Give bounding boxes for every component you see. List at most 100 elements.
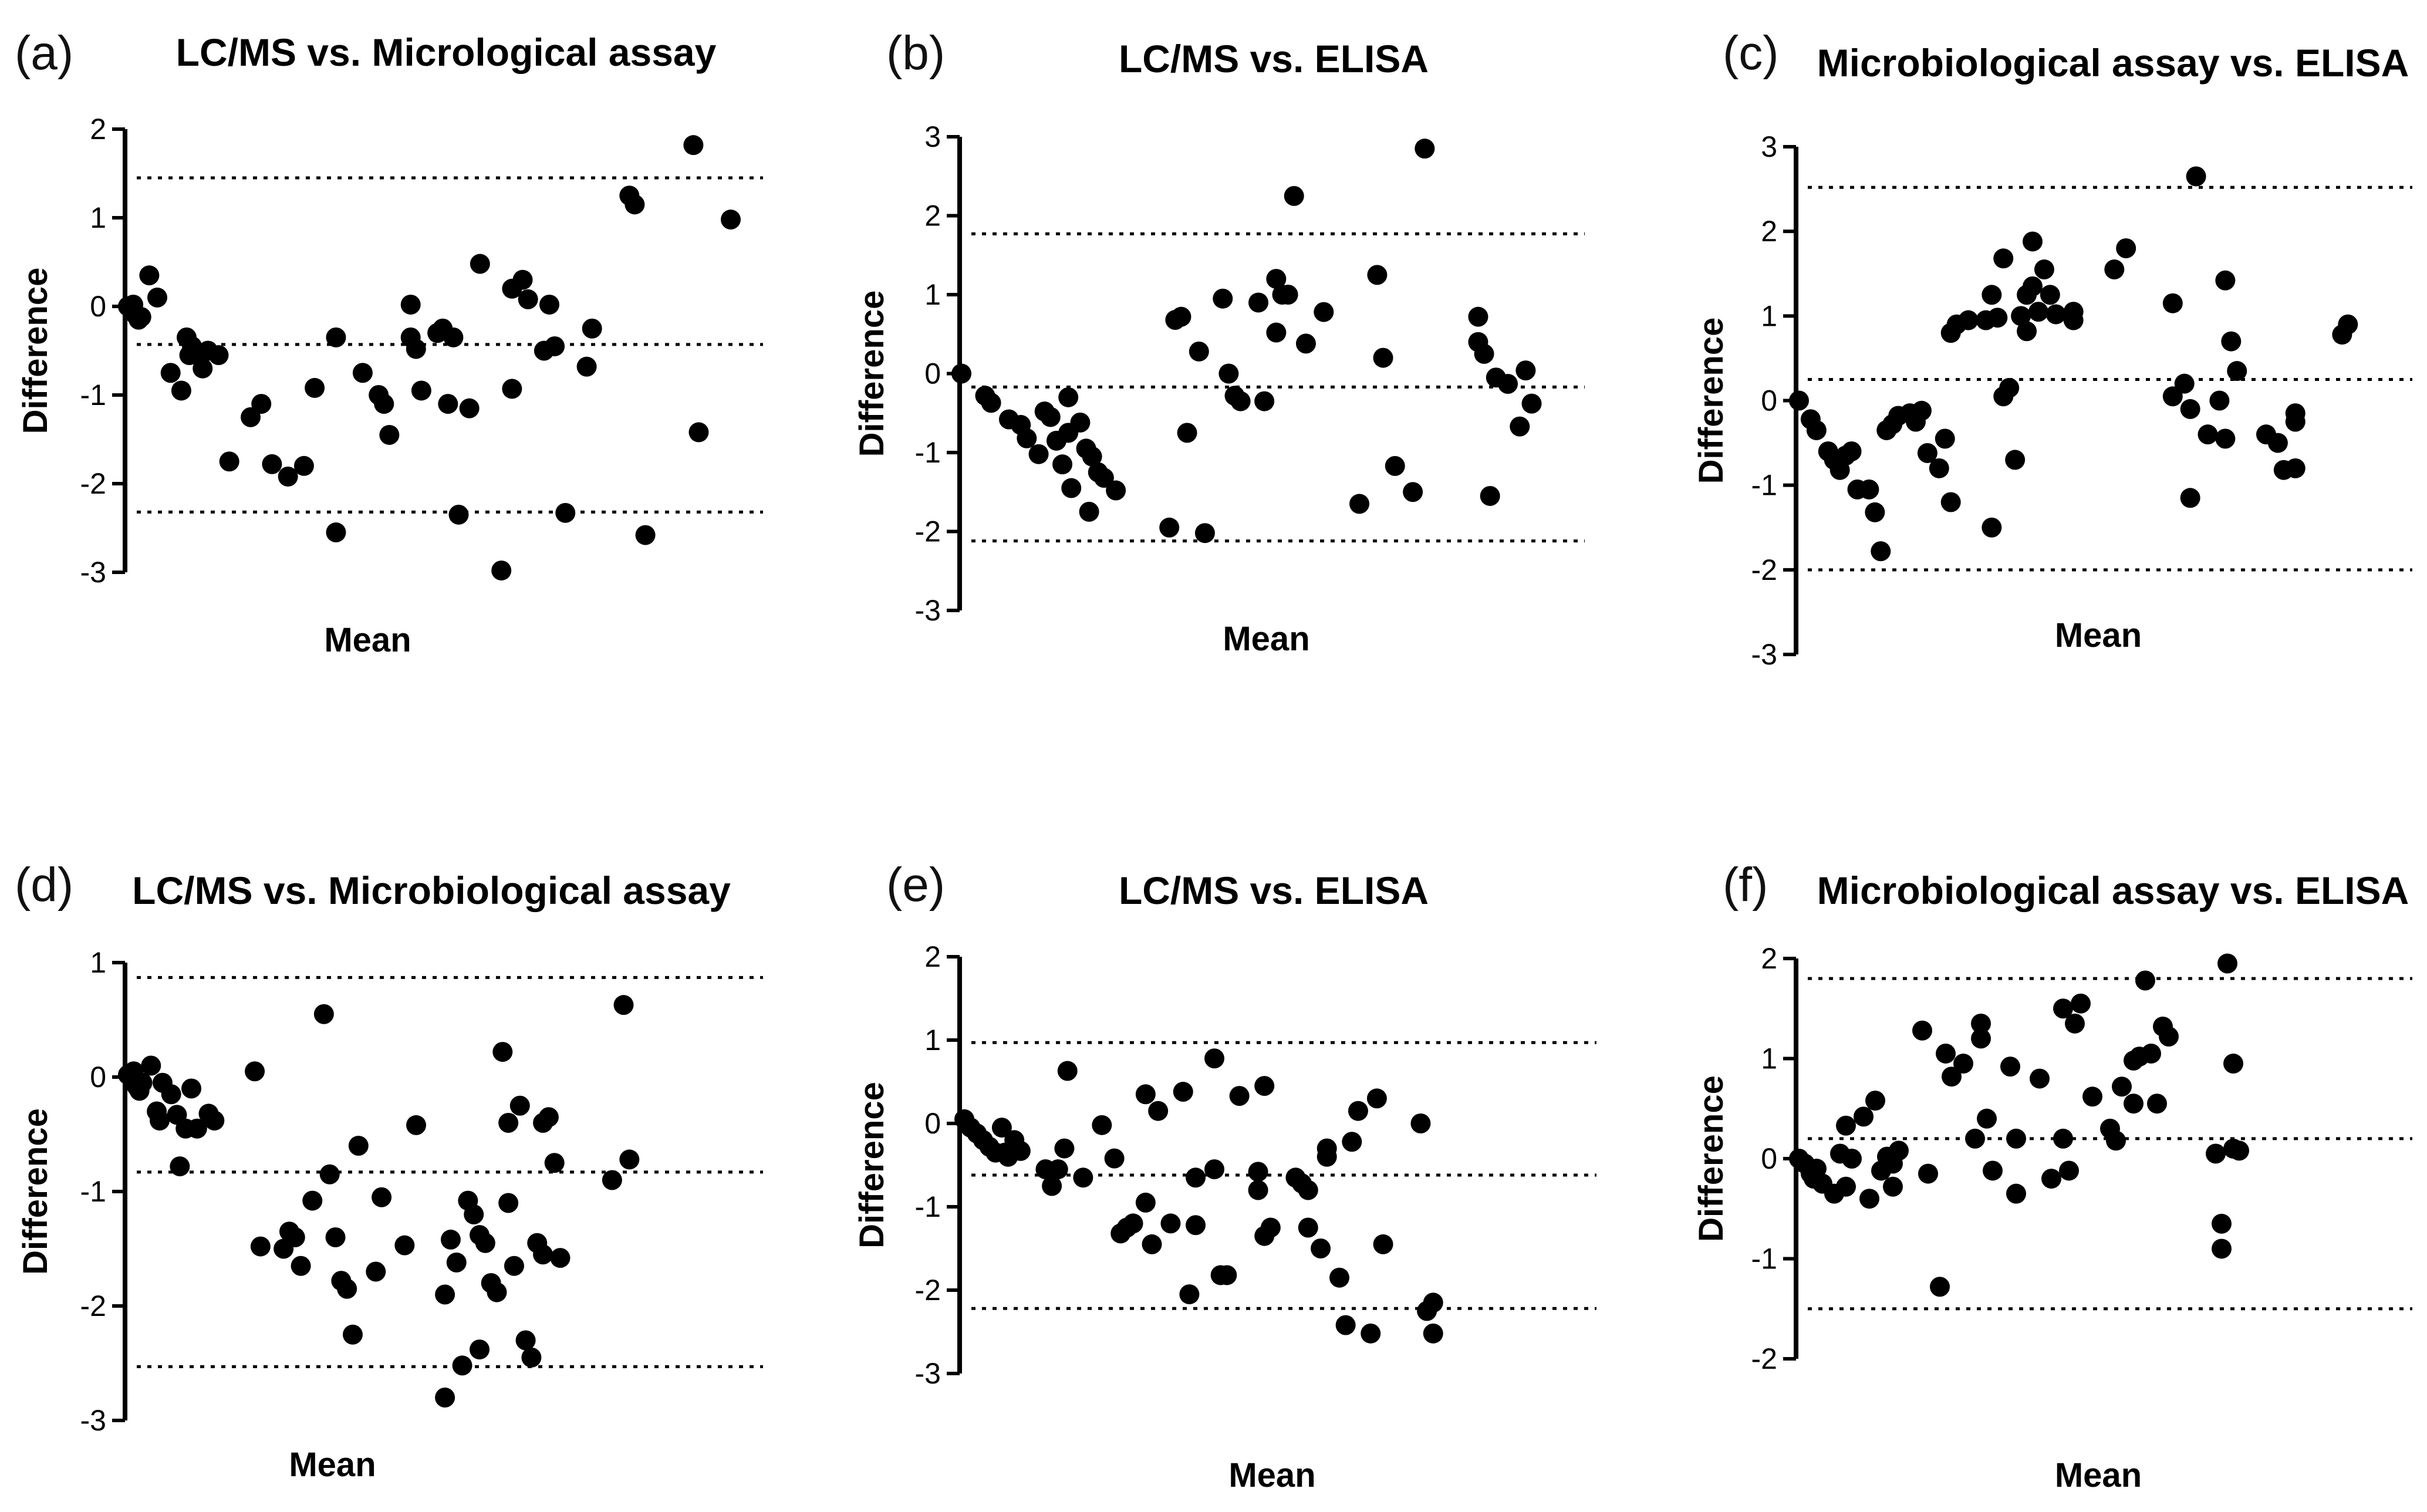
- data-point: [326, 522, 346, 543]
- data-point: [1104, 1148, 1125, 1169]
- panel-1: (a) LC/MS vs. Micrological assay 2 1 0 -1 -2 -3…: [15, 26, 763, 659]
- data-point: [1204, 1159, 1224, 1180]
- data-point: [1070, 412, 1091, 433]
- data-point: [1982, 517, 2002, 538]
- data-point: [1173, 1082, 1193, 1102]
- y-axis-label: Difference: [1692, 1075, 1730, 1242]
- data-point: [446, 1252, 467, 1273]
- data-point: [1807, 1159, 1827, 1179]
- data-point: [411, 380, 431, 401]
- data-point: [1229, 1086, 1250, 1106]
- data-point: [538, 1107, 559, 1128]
- data-point: [1123, 1213, 1143, 1234]
- data-point: [1366, 1088, 1387, 1109]
- data-point: [518, 289, 538, 309]
- data-point: [2023, 276, 2043, 296]
- data-point: [470, 1339, 490, 1360]
- data-point: [245, 1061, 265, 1082]
- panel-3: (c) Microbiological assay vs. ELISA 3 2 1 0 -1…: [1692, 26, 2412, 671]
- data-point: [1314, 302, 1334, 322]
- data-point: [1010, 1140, 1031, 1161]
- data-point: [2030, 1068, 2050, 1089]
- data-point: [1048, 1159, 1068, 1180]
- data-point: [1403, 482, 1423, 502]
- data-point: [533, 1244, 553, 1265]
- y-axis-label: Difference: [853, 291, 891, 457]
- y-tick-label: 0: [924, 357, 941, 390]
- data-point: [262, 454, 282, 474]
- x-axis-label: Mean: [289, 1446, 376, 1484]
- data-point: [1135, 1084, 1156, 1105]
- y-axis-label: Difference: [16, 1108, 55, 1275]
- data-point: [342, 1324, 363, 1345]
- data-point: [1935, 428, 1955, 449]
- data-point: [337, 1278, 357, 1299]
- data-point: [1148, 1101, 1169, 1121]
- data-point: [1057, 1061, 1078, 1081]
- data-point: [1965, 1128, 1985, 1149]
- data-point: [1204, 1048, 1224, 1069]
- data-point: [2212, 1213, 2232, 1234]
- y-tick-label: -1: [1751, 469, 1777, 502]
- data-point: [555, 502, 576, 523]
- data-point: [1073, 1167, 1093, 1188]
- data-point: [2223, 1054, 2243, 1074]
- data-point: [2023, 231, 2043, 252]
- data-point: [1213, 288, 1233, 309]
- data-point: [2285, 458, 2306, 478]
- data-point: [2065, 1013, 2085, 1034]
- data-point: [1230, 391, 1251, 411]
- data-point: [475, 1233, 495, 1253]
- y-tick-label: 0: [924, 1107, 941, 1140]
- data-point: [1854, 1106, 1874, 1127]
- data-point: [305, 377, 325, 398]
- data-point: [1186, 1215, 1206, 1236]
- data-point: [1248, 292, 1268, 313]
- data-point: [452, 1355, 472, 1376]
- data-point: [1410, 1113, 1431, 1133]
- y-tick-label: 2: [924, 940, 941, 973]
- data-point: [2285, 403, 2306, 424]
- data-point: [539, 294, 559, 315]
- data-point: [1040, 407, 1061, 427]
- data-point: [2000, 1057, 2020, 1077]
- data-point: [1958, 310, 1979, 330]
- data-point: [1836, 1176, 1856, 1197]
- chart-title: LC/MS vs. Micrological assay: [176, 31, 717, 74]
- data-point: [2147, 1094, 2167, 1114]
- data-point: [348, 1136, 369, 1156]
- panel-letter: (a): [15, 26, 73, 80]
- data-point: [1052, 454, 1073, 475]
- panel-letter: (c): [1723, 26, 1779, 80]
- data-point: [1993, 248, 2014, 269]
- data-point: [1042, 1176, 1062, 1196]
- data-point: [1423, 1323, 1443, 1344]
- data-point: [504, 1256, 524, 1276]
- y-tick-label: 0: [1761, 1142, 1777, 1175]
- y-tick-label: 1: [90, 201, 106, 234]
- data-point: [2198, 424, 2218, 445]
- data-point: [406, 1115, 426, 1135]
- data-point: [613, 995, 634, 1015]
- data-point: [2053, 998, 2073, 1019]
- data-point: [1248, 1162, 1268, 1182]
- data-point: [1836, 1115, 1856, 1136]
- y-tick-label: 2: [90, 113, 106, 146]
- x-axis-label: Mean: [2055, 616, 2142, 654]
- y-tick-label: 1: [1761, 1042, 1777, 1075]
- data-point: [1373, 1234, 1393, 1254]
- data-point: [1160, 1213, 1181, 1234]
- data-point: [1423, 1292, 1443, 1313]
- data-point: [2045, 304, 2066, 325]
- data-point: [1217, 1265, 1237, 1285]
- data-point: [141, 1055, 161, 1076]
- data-point: [372, 1187, 392, 1207]
- data-point: [498, 1193, 519, 1213]
- data-point: [1936, 1043, 1956, 1064]
- data-point: [319, 1164, 340, 1184]
- data-point: [1348, 1101, 1368, 1121]
- data-point: [379, 424, 400, 445]
- data-point: [1789, 390, 1809, 411]
- data-point: [2209, 390, 2230, 411]
- y-tick-label: -3: [915, 594, 941, 627]
